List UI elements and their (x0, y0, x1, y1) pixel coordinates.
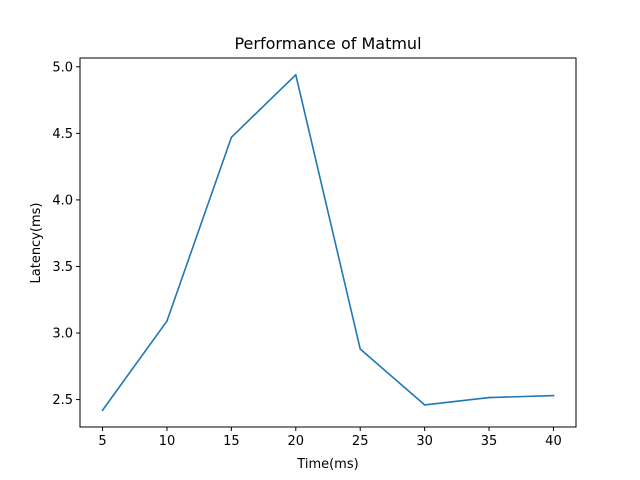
x-tick-label: 10 (159, 434, 176, 449)
y-tick-label: 4.0 (52, 193, 73, 208)
data-point (488, 396, 490, 399)
x-tick-label: 20 (288, 434, 305, 449)
x-tick-label: 5 (98, 434, 106, 449)
axes-frame (79, 57, 577, 428)
y-tick-label: 2.5 (52, 393, 73, 408)
series-line (101, 73, 555, 412)
data-point (423, 404, 426, 406)
x-tick-label: 15 (223, 434, 240, 449)
x-tick-label: 30 (416, 434, 433, 449)
y-tick-label: 5.0 (52, 60, 73, 75)
y-tick-label: 3.5 (52, 260, 73, 275)
data-point (294, 73, 297, 76)
data-point (359, 348, 362, 350)
data-point (552, 394, 555, 397)
y-axis-ticks: 2.5 3.0 3.5 4.0 4.5 5.0 (52, 60, 80, 408)
chart-title: Performance of Matmul (234, 34, 421, 53)
data-point (101, 409, 104, 412)
x-tick-label: 35 (481, 434, 498, 449)
y-tick-label: 4.5 (52, 127, 73, 142)
data-point (230, 136, 233, 139)
x-axis-ticks: 5 10 15 20 25 30 35 40 (98, 427, 562, 449)
series-layer (101, 73, 555, 412)
y-axis-label: Latency(ms) (29, 203, 44, 284)
x-tick-label: 25 (352, 434, 369, 449)
y-tick-label: 3.0 (52, 327, 73, 342)
plot-area: 5 10 15 20 25 30 35 40 2.5 3.0 3.5 4.0 4.5 5.0 (52, 57, 577, 449)
x-axis-label: Time(ms) (296, 457, 358, 472)
x-tick-label: 40 (545, 434, 562, 449)
data-point (166, 320, 168, 322)
